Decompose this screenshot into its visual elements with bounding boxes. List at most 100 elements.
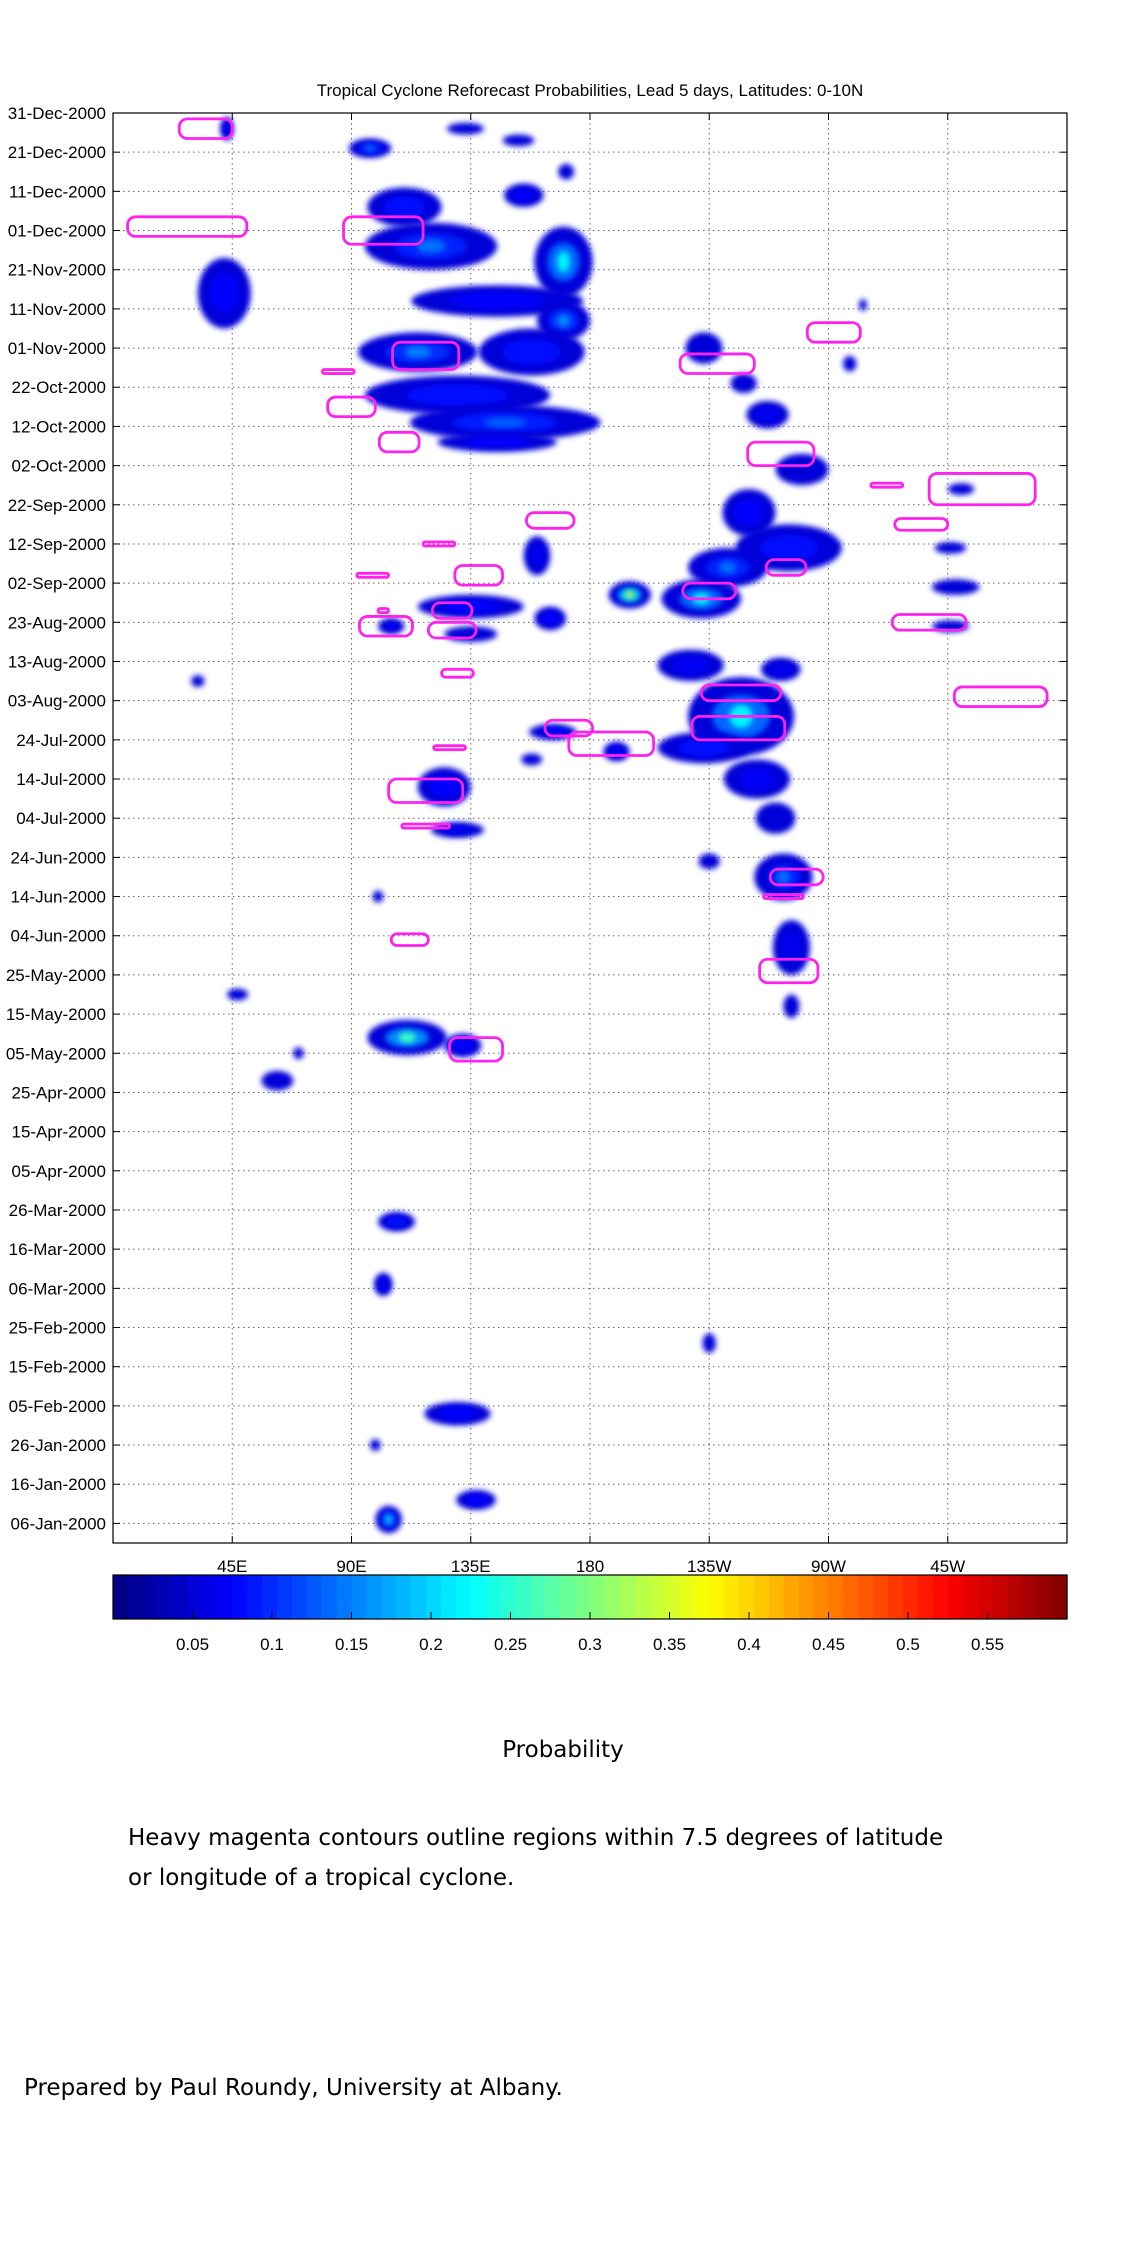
colorbar-cell	[768, 1575, 785, 1619]
colorbar-cell	[575, 1575, 591, 1619]
colorbar-cell	[753, 1575, 770, 1619]
cyclone-contour	[681, 581, 738, 601]
probability-region	[685, 332, 723, 364]
colorbar-cell	[530, 1575, 546, 1619]
colorbar-cell	[247, 1575, 263, 1619]
probability-region	[191, 675, 205, 687]
probability-region	[437, 432, 557, 452]
probability-region	[723, 759, 791, 799]
y-tick-label: 04-Jul-2000	[16, 809, 106, 828]
cyclone-contour	[177, 117, 234, 140]
colorbar-cell	[649, 1575, 666, 1619]
y-tick-label: 24-Jul-2000	[16, 731, 106, 750]
cyclone-contour	[376, 607, 391, 614]
cyclone-contour	[377, 430, 421, 454]
y-tick-label: 15-Feb-2000	[9, 1358, 106, 1377]
y-tick-label: 14-Jun-2000	[11, 888, 106, 907]
cyclone-contour	[764, 558, 808, 577]
probability-region	[197, 257, 251, 329]
x-tick-label: 180	[576, 1557, 604, 1576]
probability-region	[657, 732, 751, 764]
probability-region	[730, 373, 757, 394]
y-tick-label: 02-Oct-2000	[12, 457, 107, 476]
colorbar-cell	[932, 1575, 949, 1619]
colorbar-label: Probability	[502, 1737, 624, 1763]
y-tick-label: 12-Sep-2000	[8, 535, 106, 554]
colorbar-cell	[440, 1575, 457, 1619]
cyclone-contour	[387, 777, 465, 804]
probability-region	[934, 542, 967, 554]
colorbar-cell	[634, 1575, 651, 1619]
colorbar-cell	[127, 1575, 144, 1619]
probability-region	[348, 138, 392, 159]
cyclone-contour	[358, 615, 414, 638]
probability-region	[411, 285, 584, 317]
y-tick-label: 06-Mar-2000	[9, 1279, 106, 1298]
y-tick-label: 05-May-2000	[6, 1044, 106, 1063]
colorbar-cell	[664, 1575, 681, 1619]
colorbar-cell	[1037, 1575, 1053, 1619]
probability-region	[370, 1439, 381, 1451]
colorbar-cell	[739, 1575, 755, 1619]
contour-note: Heavy magenta contours outline regions w…	[128, 1818, 943, 1898]
colorbar: 0.05 0.1 0.15 0.2 0.25 0.3 0.35 0.4 0.45 0.5 0.55	[112, 1574, 1068, 1654]
cyclone-contour	[355, 571, 390, 579]
y-tick-label: 02-Sep-2000	[8, 574, 106, 593]
cyclone-contour	[927, 472, 1037, 507]
cyclone-contour	[126, 215, 249, 238]
colorbar-cell	[515, 1575, 531, 1619]
x-tick-label: 45E	[217, 1557, 247, 1576]
colorbar-cell	[321, 1575, 338, 1619]
probability-region	[261, 1070, 294, 1091]
y-tick-label: 05-Feb-2000	[9, 1397, 106, 1416]
probability-region	[722, 489, 776, 537]
colorbar-cell	[202, 1575, 218, 1619]
colorbar-tick-label: 0.35	[653, 1635, 686, 1654]
y-tick-label: 06-Jan-2000	[11, 1514, 106, 1533]
cyclone-contour	[768, 867, 825, 887]
colorbar-cell	[1052, 1575, 1068, 1619]
colorbar-cell	[1022, 1575, 1038, 1619]
probability-region	[293, 1047, 304, 1060]
x-axis: 45E 90E 135E 180 135W 90W 45W	[217, 113, 965, 1576]
colorbar-cell	[619, 1575, 636, 1619]
colorbar-cell	[873, 1575, 889, 1619]
cyclone-contour	[762, 893, 805, 900]
probability-region	[858, 299, 867, 311]
cyclone-contour	[890, 613, 968, 632]
colorbar-cell	[843, 1575, 859, 1619]
colorbar-tick-label: 0.1	[260, 1635, 284, 1654]
colorbar-cell	[604, 1575, 621, 1619]
cyclone-contour	[440, 667, 475, 679]
colorbar-cell	[276, 1575, 293, 1619]
colorbar-cell	[724, 1575, 740, 1619]
y-tick-label: 14-Jul-2000	[16, 770, 106, 789]
y-tick-label: 22-Oct-2000	[12, 378, 107, 397]
probability-region	[523, 536, 551, 576]
probability-region	[367, 187, 442, 227]
colorbar-cell	[291, 1575, 308, 1619]
y-tick-label: 03-Aug-2000	[8, 692, 106, 711]
colorbar-tick-label: 0.25	[494, 1635, 527, 1654]
colorbar-cell	[426, 1575, 442, 1619]
x-tick-label: 135W	[687, 1557, 731, 1576]
colorbar-cell	[858, 1575, 874, 1619]
probability-region	[772, 920, 810, 975]
probability-region	[534, 606, 567, 631]
colorbar-cell	[828, 1575, 845, 1619]
colorbar-cell	[545, 1575, 561, 1619]
cyclone-contours	[126, 117, 1049, 1063]
cyclone-contour	[453, 564, 504, 587]
colorbar-cell	[947, 1575, 964, 1619]
y-tick-label: 01-Dec-2000	[8, 222, 106, 241]
y-tick-label: 01-Nov-2000	[8, 339, 106, 358]
probability-region	[947, 483, 975, 495]
colorbar-cell	[470, 1575, 487, 1619]
colorbar-cell	[262, 1575, 278, 1619]
x-tick-label: 45W	[930, 1557, 965, 1576]
cyclone-contour	[690, 714, 787, 742]
credit-line: Prepared by Paul Roundy, University at A…	[24, 2075, 563, 2101]
contour-note-line-1: Heavy magenta contours outline regions w…	[128, 1825, 944, 1851]
colorbar-cell	[366, 1575, 382, 1619]
probability-region	[375, 1505, 402, 1534]
